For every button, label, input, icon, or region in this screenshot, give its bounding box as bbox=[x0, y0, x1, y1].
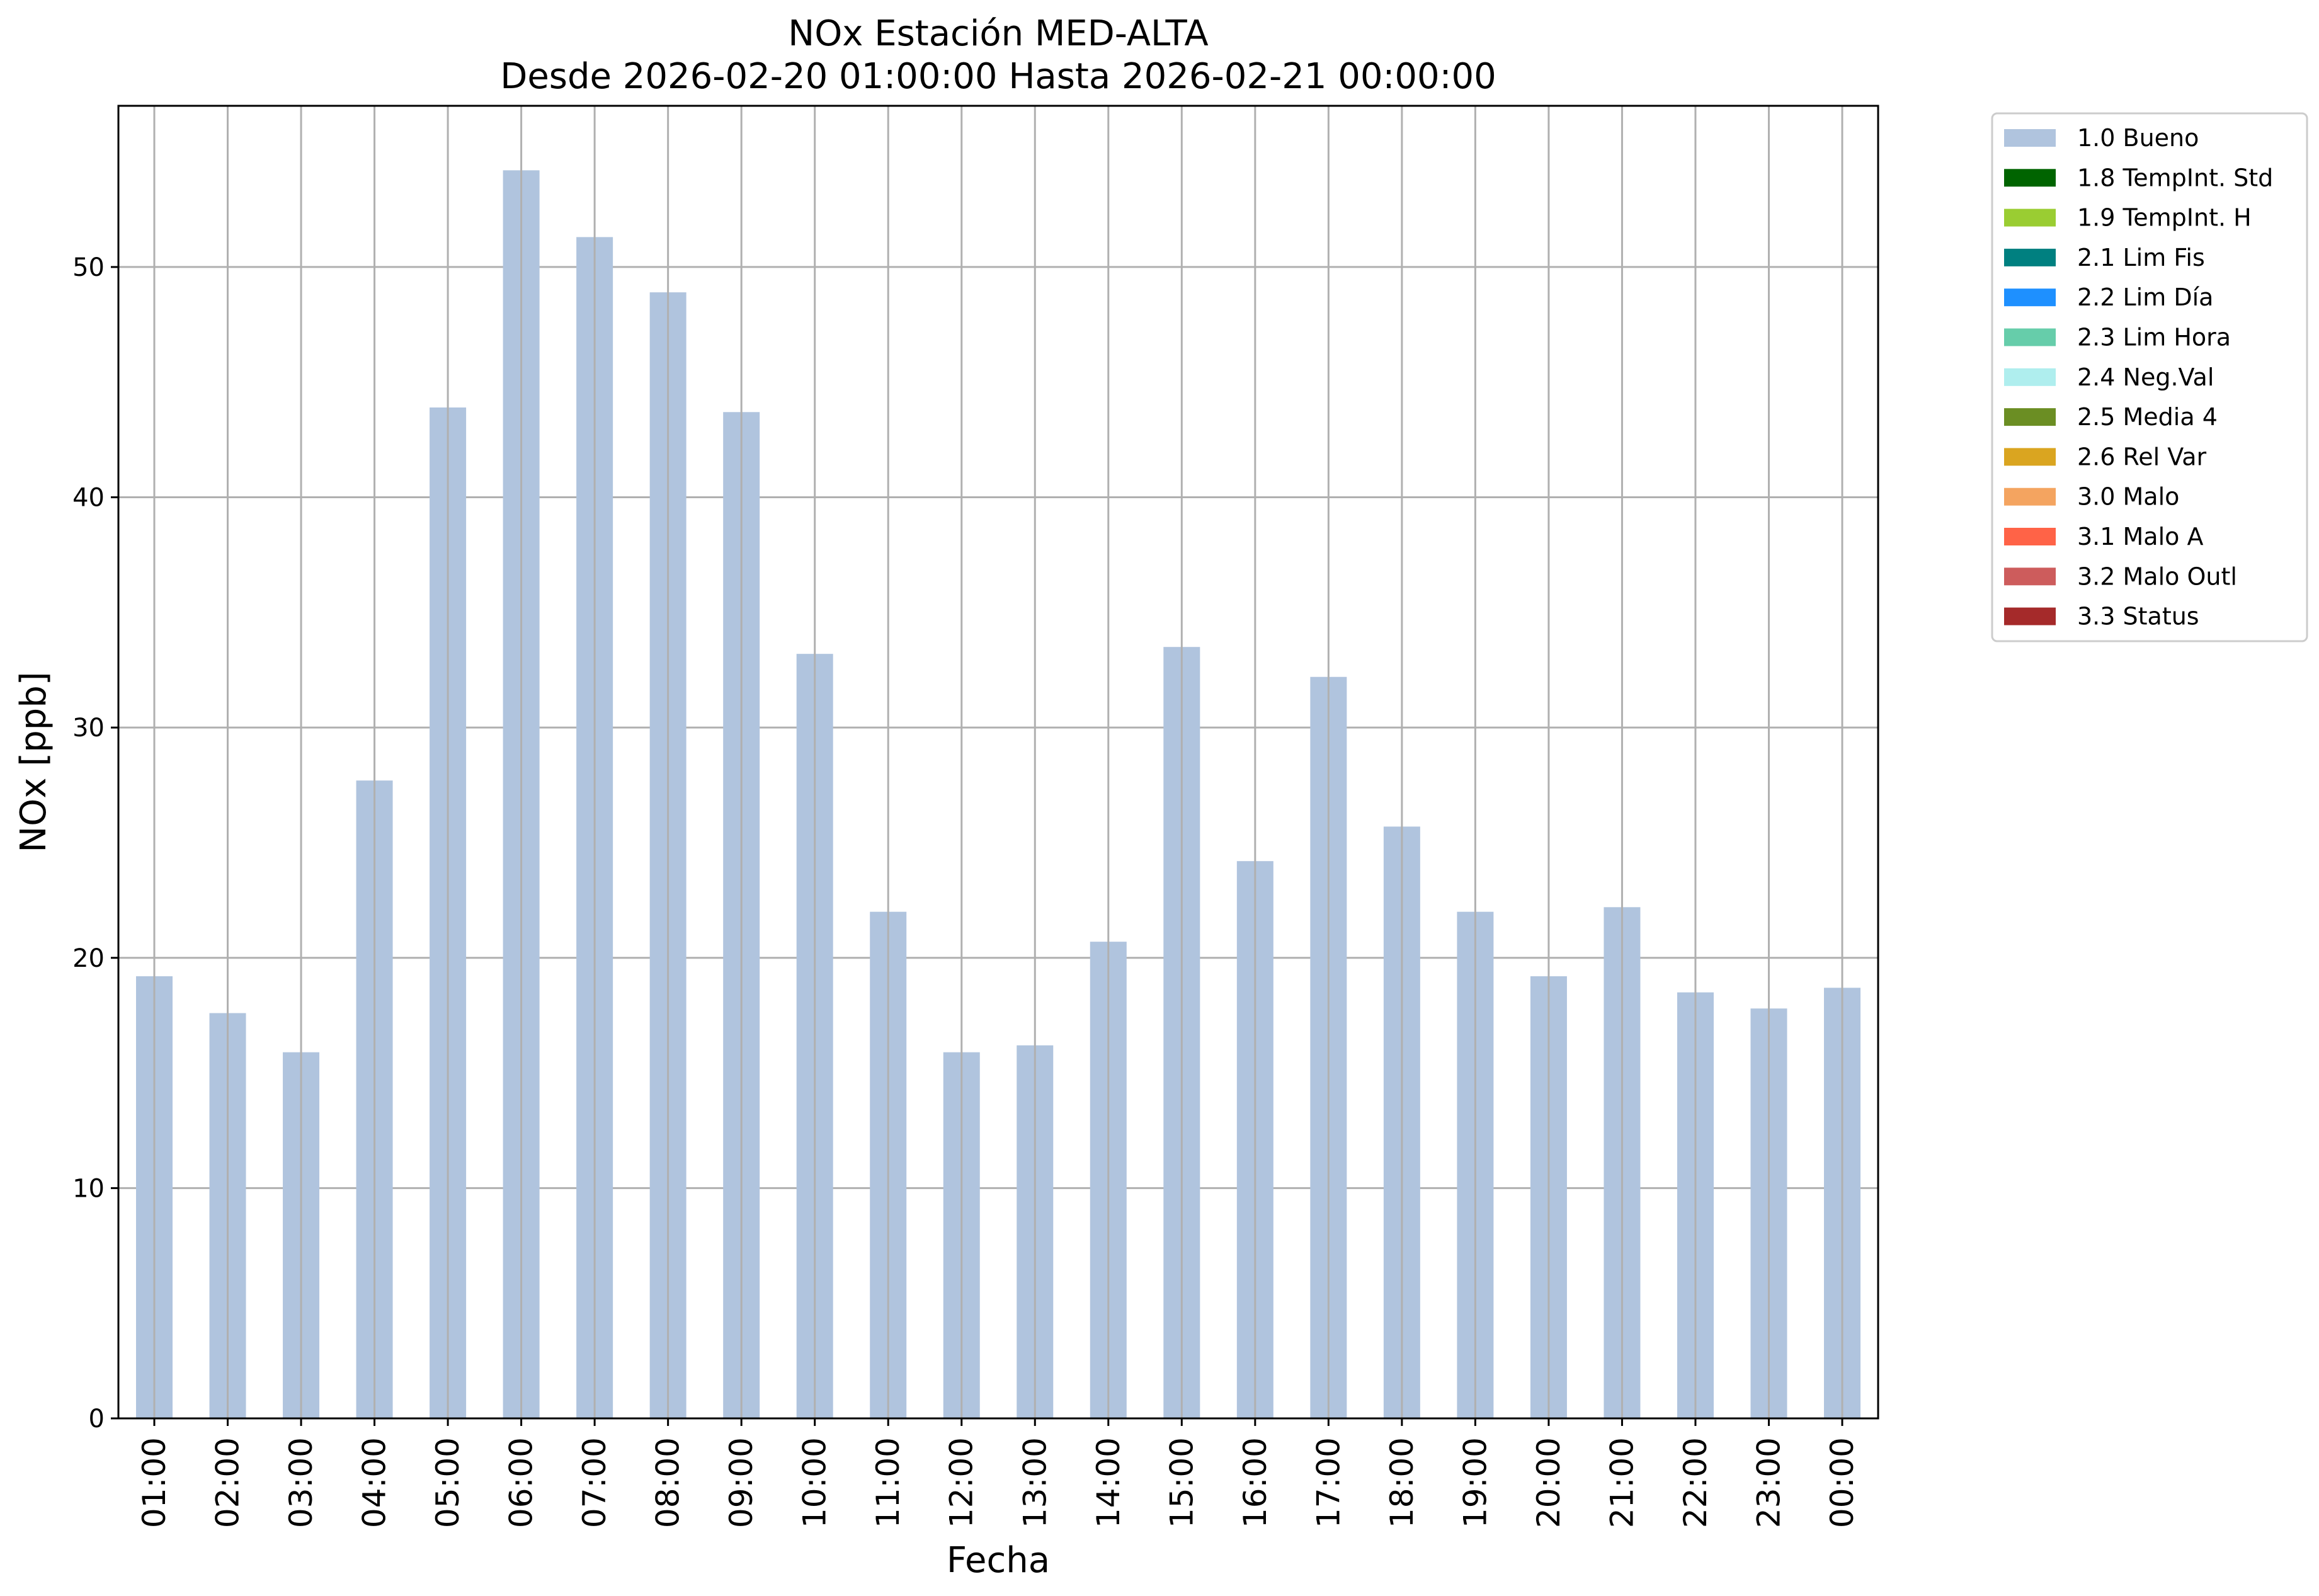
x-gridlines bbox=[153, 106, 1843, 1418]
legend-swatch bbox=[2004, 248, 2056, 266]
x-tick-label: 06:00 bbox=[503, 1437, 540, 1528]
chart-title: NOx Estación MED-ALTA bbox=[788, 13, 1208, 54]
x-tick-label: 09:00 bbox=[723, 1437, 760, 1528]
x-tick-label: 11:00 bbox=[870, 1437, 906, 1528]
x-tick-label: 14:00 bbox=[1090, 1437, 1127, 1528]
legend-label: 2.4 Neg.Val bbox=[2077, 363, 2214, 391]
legend-swatch bbox=[2004, 129, 2056, 147]
legend-label: 2.2 Lim Día bbox=[2077, 283, 2213, 311]
x-tick-label: 15:00 bbox=[1163, 1437, 1200, 1528]
x-tick-label: 21:00 bbox=[1604, 1437, 1640, 1528]
x-tick-label: 20:00 bbox=[1530, 1437, 1567, 1528]
legend-label: 2.5 Media 4 bbox=[2077, 403, 2218, 431]
legend-swatch bbox=[2004, 208, 2056, 227]
y-axis-ticks: 0 10 20 30 40 50 bbox=[72, 253, 118, 1434]
x-tick-label: 10:00 bbox=[797, 1437, 833, 1528]
legend-swatch bbox=[2004, 169, 2056, 187]
x-axis-ticks: 01:00 02:00 03:00 04:00 05:00 06:00 07:00 08:00… bbox=[136, 1418, 1860, 1528]
y-axis-label: NOx [ppb] bbox=[13, 671, 54, 852]
legend-swatch bbox=[2004, 607, 2056, 625]
legend-label: 1.9 TempInt. H bbox=[2077, 204, 2252, 232]
x-tick-label: 17:00 bbox=[1310, 1437, 1347, 1528]
legend-label: 1.0 Bueno bbox=[2077, 124, 2199, 152]
legend-label: 3.3 Status bbox=[2077, 603, 2199, 630]
legend-swatch bbox=[2004, 448, 2056, 466]
legend-swatch bbox=[2004, 487, 2056, 506]
x-tick-label: 04:00 bbox=[356, 1437, 393, 1528]
x-tick-label: 07:00 bbox=[576, 1437, 613, 1528]
legend-label: 2.6 Rel Var bbox=[2077, 443, 2207, 470]
x-tick-label: 03:00 bbox=[283, 1437, 319, 1528]
plot-background bbox=[118, 106, 1878, 1418]
legend-box bbox=[1991, 112, 2308, 642]
y-tick-label: 10 bbox=[72, 1174, 105, 1203]
x-axis-label: Fecha bbox=[947, 1540, 1050, 1581]
x-tick-label: 00:00 bbox=[1824, 1437, 1860, 1528]
y-tick-label: 0 bbox=[89, 1405, 105, 1434]
plot-frame bbox=[117, 105, 1879, 1420]
x-tick-label: 22:00 bbox=[1677, 1437, 1714, 1528]
x-tick-label: 05:00 bbox=[430, 1437, 466, 1528]
legend-label: 3.1 Malo A bbox=[2077, 523, 2203, 550]
legend-label: 1.8 TempInt. Std bbox=[2077, 164, 2273, 191]
y-tick-label: 40 bbox=[72, 484, 105, 513]
y-tick-label: 50 bbox=[72, 253, 105, 282]
legend-swatch bbox=[2004, 288, 2056, 307]
legend-swatch bbox=[2004, 328, 2056, 346]
legend-items: 1.0 Bueno 1.8 TempInt. Std 1.9 TempInt. H 2… bbox=[2004, 124, 2273, 630]
legend-label: 2.3 Lim Hora bbox=[2077, 324, 2231, 351]
y-tick-label: 30 bbox=[72, 714, 105, 743]
x-tick-label: 02:00 bbox=[210, 1437, 246, 1528]
x-tick-label: 18:00 bbox=[1384, 1437, 1420, 1528]
y-tick-label: 20 bbox=[72, 944, 105, 973]
x-tick-label: 19:00 bbox=[1457, 1437, 1493, 1528]
x-tick-label: 23:00 bbox=[1750, 1437, 1787, 1528]
legend-label: 3.2 Malo Outl bbox=[2077, 562, 2237, 590]
legend-swatch bbox=[2004, 528, 2056, 545]
chart-subtitle: Desde 2026-02-20 01:00:00 Hasta 2026-02-… bbox=[500, 56, 1496, 97]
legend-label: 3.0 Malo bbox=[2077, 483, 2179, 511]
legend-swatch bbox=[2004, 368, 2056, 386]
x-tick-label: 13:00 bbox=[1017, 1437, 1053, 1528]
legend: 1.0 Bueno 1.8 TempInt. Std 1.9 TempInt. H 2… bbox=[1991, 112, 2308, 642]
legend-swatch bbox=[2004, 408, 2056, 426]
x-tick-label: 08:00 bbox=[650, 1437, 687, 1528]
legend-swatch bbox=[2004, 567, 2056, 586]
x-tick-label: 01:00 bbox=[136, 1437, 173, 1528]
x-tick-label: 12:00 bbox=[943, 1437, 980, 1528]
legend-label: 2.1 Lim Fis bbox=[2077, 244, 2205, 271]
plot-area: 0 10 20 30 40 50 01:00 02:00 03:00 04:00 05:00 06:… bbox=[72, 105, 1879, 1528]
x-tick-label: 16:00 bbox=[1237, 1437, 1273, 1528]
